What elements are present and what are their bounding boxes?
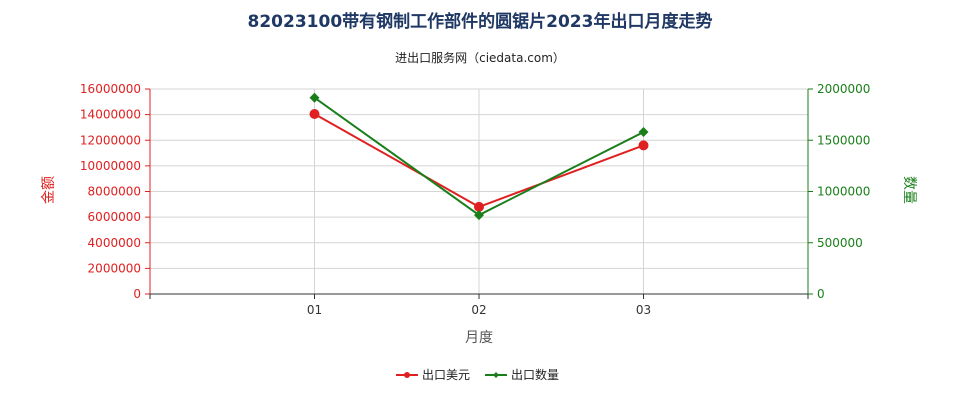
tick-label-x: 03 xyxy=(636,303,651,317)
tick-labels: 0200000040000006000000800000010000000120… xyxy=(80,82,871,317)
tick-label-left: 2000000 xyxy=(88,261,141,275)
legend-item-export-qty[interactable]: 出口数量 xyxy=(485,367,559,382)
y-axis-right-title: 数量 xyxy=(901,176,917,204)
legend: 出口美元 出口数量 xyxy=(396,367,559,382)
tick-label-right: 1000000 xyxy=(817,185,870,199)
tick-label-left: 8000000 xyxy=(88,185,141,199)
series xyxy=(309,92,649,221)
legend-item-export-usd[interactable]: 出口美元 xyxy=(396,368,470,382)
chart-title: 82023100带有钢制工作部件的圆锯片2023年出口月度走势 xyxy=(248,11,713,32)
tick-label-x: 01 xyxy=(307,303,322,317)
tick-label-right: 2000000 xyxy=(817,82,870,96)
chart-subtitle: 进出口服务网（ciedata.com） xyxy=(395,50,565,65)
data-point-export-usd xyxy=(638,140,649,151)
legend-marker-export-qty xyxy=(493,372,499,378)
axes xyxy=(145,88,813,299)
data-point-export-qty xyxy=(638,127,649,138)
tick-label-right: 0 xyxy=(817,287,825,301)
tick-label-left: 16000000 xyxy=(80,82,141,96)
grid xyxy=(150,88,808,294)
tick-label-left: 10000000 xyxy=(80,159,141,173)
legend-label-export-usd: 出口美元 xyxy=(422,368,470,382)
x-axis-title: 月度 xyxy=(465,330,493,346)
data-point-export-qty xyxy=(474,210,484,221)
tick-label-right: 500000 xyxy=(817,236,863,250)
tick-label-x: 02 xyxy=(471,303,486,317)
legend-marker-export-usd xyxy=(404,372,410,378)
tick-label-left: 14000000 xyxy=(80,108,141,122)
tick-label-left: 6000000 xyxy=(88,210,141,224)
tick-label-left: 4000000 xyxy=(88,236,141,250)
data-point-export-usd xyxy=(474,201,484,212)
tick-label-left: 0 xyxy=(133,287,141,301)
data-point-export-usd xyxy=(309,108,320,119)
legend-label-export-qty: 出口数量 xyxy=(511,367,559,382)
tick-label-right: 1500000 xyxy=(817,133,870,147)
tick-label-left: 12000000 xyxy=(80,133,141,147)
data-point-export-qty xyxy=(309,92,320,103)
y-axis-left-title: 金额 xyxy=(41,176,57,204)
